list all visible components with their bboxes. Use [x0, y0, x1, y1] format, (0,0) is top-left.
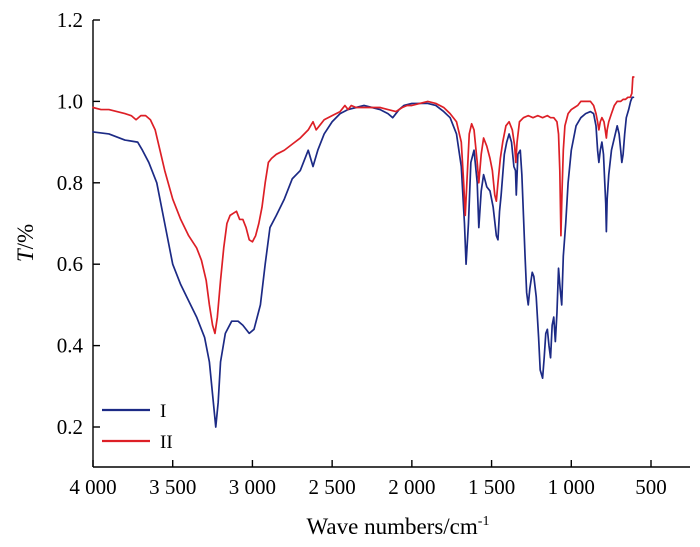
y-axis-title-variable: T	[13, 247, 38, 262]
axes	[92, 20, 690, 468]
x-tick-label: 2 000	[388, 475, 435, 499]
y-axis-title: T/%	[13, 224, 38, 262]
y-axis-title-unit: /%	[13, 224, 38, 250]
y-tick-label: 0.2	[57, 415, 83, 439]
y-tick-label: 1.0	[57, 89, 83, 113]
x-tick-label: 500	[635, 475, 667, 499]
x-tick-label: 2 500	[309, 475, 356, 499]
series-layer	[92, 76, 635, 428]
legend: I II	[102, 401, 173, 453]
x-tick-label: 4 000	[69, 475, 116, 499]
x-tick-label: 1 000	[548, 475, 595, 499]
x-tick-label: 1 500	[468, 475, 515, 499]
x-axis-title: Wave numbers/cm-1	[307, 514, 490, 539]
x-axis-title-superscript: -1	[478, 514, 490, 529]
legend-label-series-ii: II	[160, 432, 173, 453]
x-axis-title-text: Wave numbers/cm	[307, 514, 478, 539]
y-tick-label: 0.6	[57, 252, 83, 276]
series-line-ii	[92, 76, 635, 335]
y-tick-label: 1.2	[57, 8, 83, 32]
x-ticks: 4 000 3 500 3 000 2 500 2 000 1 500 1 000 500	[69, 460, 667, 499]
y-ticks: 0.2 0.4 0.6 0.8 1.0 1.2	[57, 8, 100, 439]
legend-label-series-i: I	[160, 401, 166, 422]
x-tick-label: 3 500	[149, 475, 196, 499]
y-tick-label: 0.4	[57, 334, 84, 358]
y-tick-label: 0.8	[57, 171, 83, 195]
series-line-i	[92, 96, 635, 428]
x-tick-label: 3 000	[229, 475, 276, 499]
